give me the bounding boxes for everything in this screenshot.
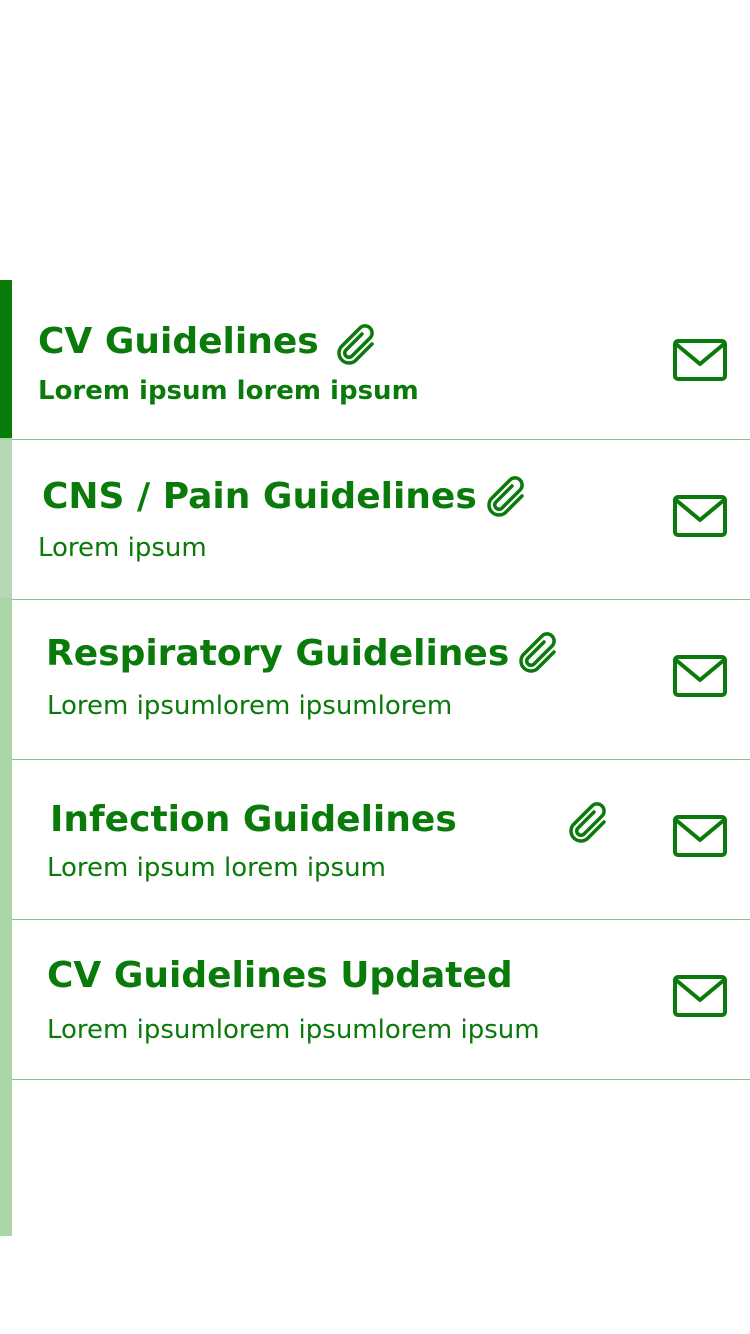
item-title: Infection Guidelines (50, 799, 457, 840)
paperclip-icon[interactable] (332, 318, 380, 366)
item-subtitle: Lorem ipsum lorem ipsum (38, 376, 419, 406)
item-title: Respiratory Guidelines (46, 633, 510, 674)
mail-icon[interactable] (672, 494, 728, 538)
item-subtitle: Lorem ipsumlorem ipsumlorem ipsum (47, 1015, 540, 1045)
list-item[interactable]: CV Guidelines Updated Lorem ipsumlorem i… (12, 920, 750, 1080)
active-item-indicator (0, 280, 12, 438)
mail-icon[interactable] (672, 654, 728, 698)
item-subtitle: Lorem ipsum lorem ipsum (47, 853, 386, 883)
paperclip-icon[interactable] (514, 626, 562, 674)
guidelines-list: CV Guidelines Lorem ipsum lorem ipsum CN… (0, 280, 750, 1236)
mail-icon[interactable] (672, 974, 728, 1018)
item-subtitle: Lorem ipsum (38, 533, 207, 563)
secondary-item-indicator (0, 440, 12, 598)
mail-icon[interactable] (672, 338, 728, 382)
paperclip-icon[interactable] (482, 470, 530, 518)
item-subtitle: Lorem ipsumlorem ipsumlorem (47, 691, 453, 721)
item-title: CV Guidelines Updated (47, 955, 513, 996)
item-title: CNS / Pain Guidelines (42, 476, 477, 517)
paperclip-icon[interactable] (564, 796, 612, 844)
list-item[interactable]: CV Guidelines Lorem ipsum lorem ipsum (12, 280, 750, 440)
list-item[interactable]: Respiratory Guidelines Lorem ipsumlorem … (12, 600, 750, 760)
item-title: CV Guidelines (38, 321, 319, 362)
mail-icon[interactable] (672, 814, 728, 858)
list-item[interactable]: CNS / Pain Guidelines Lorem ipsum (12, 440, 750, 600)
list-item[interactable]: Infection Guidelines Lorem ipsum lorem i… (12, 760, 750, 920)
